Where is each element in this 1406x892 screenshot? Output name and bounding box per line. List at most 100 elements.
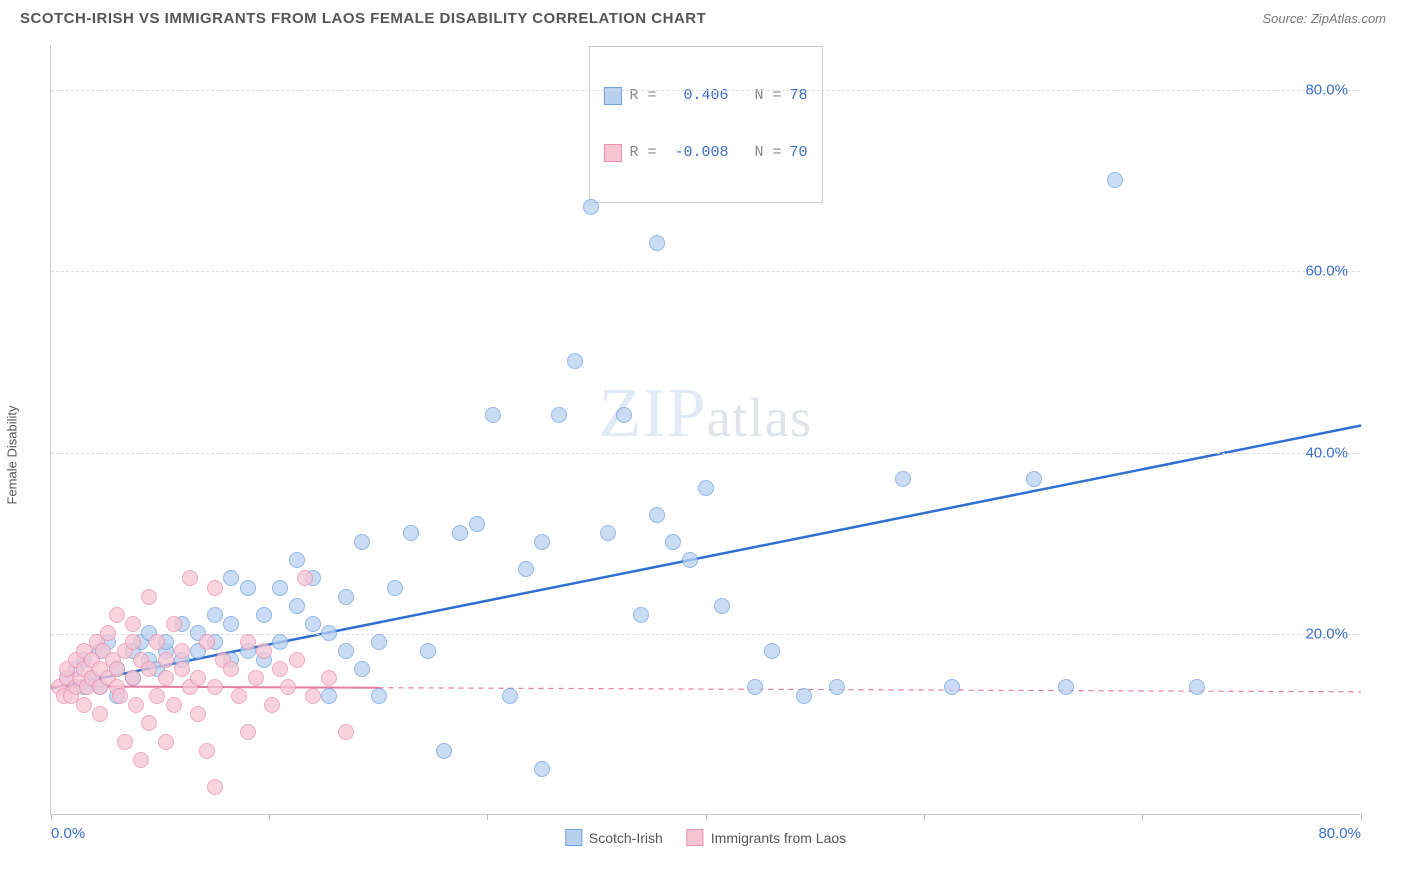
y-tick-label: 20.0% (1305, 625, 1348, 642)
chart-container: Female Disability ZIPatlas R = 0.406 N =… (0, 35, 1406, 875)
correlation-stats-box: R = 0.406 N = 78 R = -0.008 N = 70 (588, 46, 822, 203)
scatter-point (452, 525, 468, 541)
stat-r-value-2: -0.008 (664, 142, 728, 165)
scatter-point (1058, 679, 1074, 695)
scatter-point (100, 625, 116, 641)
scatter-point (256, 643, 272, 659)
scatter-point (125, 616, 141, 632)
scatter-point (436, 743, 452, 759)
legend-label-1: Scotch-Irish (589, 830, 663, 846)
scatter-point (223, 661, 239, 677)
y-axis-label: Female Disability (5, 406, 20, 505)
scatter-point (158, 734, 174, 750)
scatter-point (272, 661, 288, 677)
scatter-point (223, 616, 239, 632)
x-tick (269, 814, 270, 820)
scatter-point (141, 661, 157, 677)
scatter-point (551, 407, 567, 423)
scatter-point (92, 706, 108, 722)
scatter-point (272, 580, 288, 596)
scatter-point (338, 589, 354, 605)
x-tick (1142, 814, 1143, 820)
scatter-point (1026, 471, 1042, 487)
stats-row-2: R = -0.008 N = 70 (603, 142, 807, 165)
stat-r-value-1: 0.406 (664, 85, 728, 108)
scatter-point (567, 353, 583, 369)
scatter-point (338, 643, 354, 659)
stat-label-r: R = (629, 85, 656, 108)
stat-n-value-2: 70 (790, 142, 808, 165)
regression-line-extrapolated (379, 688, 1362, 692)
scatter-point (403, 525, 419, 541)
scatter-point (174, 661, 190, 677)
scatter-point (534, 534, 550, 550)
scatter-point (387, 580, 403, 596)
scatter-point (182, 570, 198, 586)
scatter-point (829, 679, 845, 695)
scatter-point (149, 634, 165, 650)
scatter-point (231, 688, 247, 704)
scatter-point (190, 670, 206, 686)
scatter-point (485, 407, 501, 423)
stats-row-1: R = 0.406 N = 78 (603, 85, 807, 108)
scatter-point (371, 634, 387, 650)
scatter-point (207, 580, 223, 596)
chart-title: SCOTCH-IRISH VS IMMIGRANTS FROM LAOS FEM… (20, 10, 706, 27)
scatter-point (338, 724, 354, 740)
scatter-point (354, 661, 370, 677)
scatter-point (469, 516, 485, 532)
scatter-point (321, 670, 337, 686)
scatter-point (649, 507, 665, 523)
gridline-h (51, 271, 1360, 272)
x-tick (1361, 814, 1362, 820)
scatter-point (128, 697, 144, 713)
scatter-point (518, 561, 534, 577)
scatter-point (321, 688, 337, 704)
header: SCOTCH-IRISH VS IMMIGRANTS FROM LAOS FEM… (0, 0, 1406, 35)
scatter-point (649, 235, 665, 251)
scatter-point (109, 661, 125, 677)
scatter-point (944, 679, 960, 695)
scatter-point (256, 607, 272, 623)
scatter-point (149, 688, 165, 704)
scatter-point (371, 688, 387, 704)
legend: Scotch-Irish Immigrants from Laos (565, 829, 846, 846)
scatter-point (158, 652, 174, 668)
scatter-point (272, 634, 288, 650)
scatter-point (166, 616, 182, 632)
scatter-point (747, 679, 763, 695)
scatter-point (289, 598, 305, 614)
stat-n-value-1: 78 (790, 85, 808, 108)
x-tick (51, 814, 52, 820)
scatter-point (199, 634, 215, 650)
scatter-point (109, 607, 125, 623)
scatter-point (796, 688, 812, 704)
scatter-point (199, 743, 215, 759)
scatter-point (207, 779, 223, 795)
scatter-point (321, 625, 337, 641)
legend-item-1: Scotch-Irish (565, 829, 663, 846)
scatter-point (289, 652, 305, 668)
scatter-point (895, 471, 911, 487)
scatter-point (600, 525, 616, 541)
plot-area: ZIPatlas R = 0.406 N = 78 R = -0.008 N =… (50, 45, 1360, 815)
scatter-point (534, 761, 550, 777)
scatter-point (264, 697, 280, 713)
scatter-point (665, 534, 681, 550)
legend-swatch-1 (565, 829, 582, 846)
scatter-point (354, 534, 370, 550)
scatter-point (190, 706, 206, 722)
scatter-point (166, 697, 182, 713)
scatter-point (682, 552, 698, 568)
scatter-point (240, 724, 256, 740)
x-tick-label-start: 0.0% (51, 825, 85, 842)
legend-label-2: Immigrants from Laos (711, 830, 846, 846)
scatter-point (1107, 172, 1123, 188)
x-tick-label-end: 80.0% (1318, 825, 1361, 842)
y-tick-label: 40.0% (1305, 444, 1348, 461)
scatter-point (297, 570, 313, 586)
scatter-point (305, 688, 321, 704)
scatter-point (207, 679, 223, 695)
scatter-point (240, 634, 256, 650)
scatter-point (764, 643, 780, 659)
